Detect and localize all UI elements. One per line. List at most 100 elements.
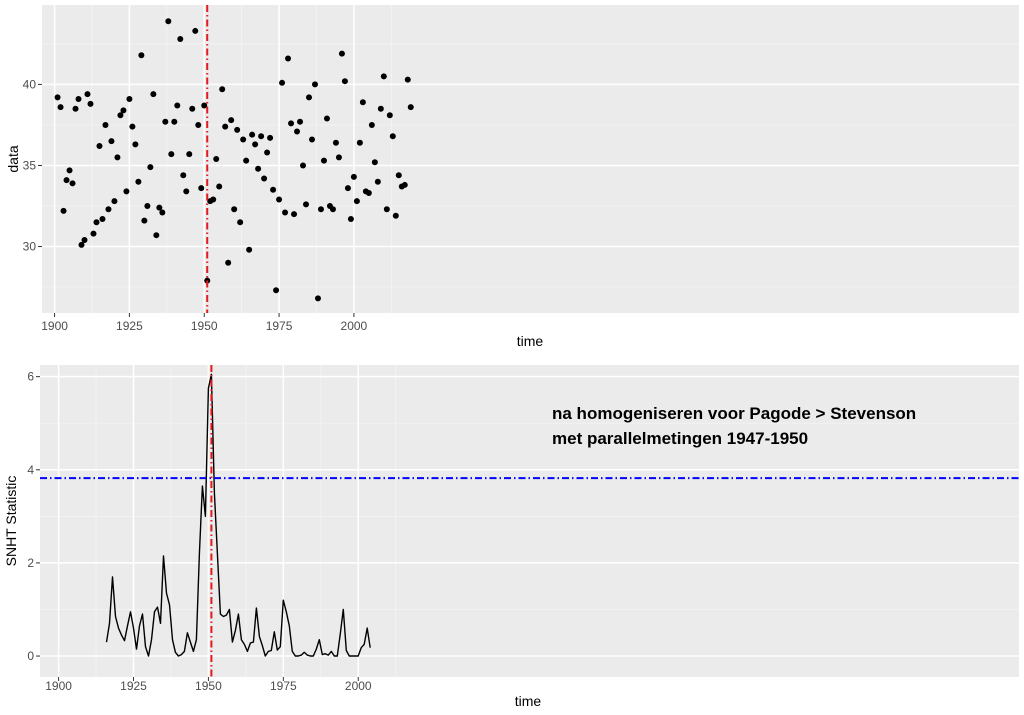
data-point [270,186,277,193]
scatter-points [54,18,414,302]
data-point [57,104,64,111]
y-tick-label: 35 [23,158,37,172]
data-point [111,198,118,205]
data-point [371,159,378,166]
data-point [249,131,256,138]
data-point [332,139,339,146]
data-point [66,167,73,174]
data-point [81,237,88,244]
data-point [189,105,196,112]
data-point [123,188,130,195]
data-point [105,206,112,213]
snht-gridlines [40,365,1019,677]
data-point [377,105,384,112]
data-point [75,96,82,103]
data-point [273,287,280,294]
data-point [198,185,205,192]
data-point [407,104,414,111]
data-point [368,121,375,128]
x-tick-label: 1900 [45,679,72,693]
data-point [264,149,271,156]
data-point [129,123,136,130]
data-point [195,121,202,128]
data-point [117,112,124,119]
data-point [255,165,262,172]
data-point [380,73,387,80]
data-point [153,232,160,239]
x-tick-label: 1950 [195,679,222,693]
data-point [63,177,70,184]
data-point [171,118,178,125]
data-point [323,115,330,122]
data-point [353,198,360,205]
data-point [311,81,318,88]
y-tick-label: 2 [27,556,34,570]
data-point [192,27,199,34]
data-point [365,190,372,197]
data-point [165,18,172,25]
data-point [60,207,67,214]
data-point [261,175,268,182]
snht-x-axis-title: time [515,693,542,709]
data-point [84,91,91,98]
x-tick-label: 2000 [345,679,372,693]
data-point [252,141,259,148]
series-line [105,373,371,657]
data-point [347,215,354,222]
data-point [359,99,366,106]
data-point [69,180,76,187]
y-tick-label: 6 [27,370,34,384]
data-point [138,52,145,59]
scatter-panel: 1900 1925 1950 1975 2000 30 35 40 time data [5,5,1019,349]
data-point [228,117,235,124]
data-point [305,94,312,101]
snht-tick-labels: 1900 1925 1950 1975 2000 0 2 4 6 [27,370,372,693]
snht-line [105,373,371,657]
data-point [93,219,100,226]
data-point [317,206,324,213]
data-point [162,118,169,125]
data-point [383,206,390,213]
scatter-plot-background [42,5,1019,313]
data-point [285,55,292,62]
y-tick-label: 40 [23,77,37,91]
data-point [222,123,229,130]
data-point [314,295,321,302]
data-point [389,133,396,140]
data-point [308,136,315,143]
data-point [108,138,115,145]
data-point [401,181,408,188]
data-point [150,91,157,98]
data-point [120,107,127,114]
scatter-gridlines [42,5,1019,313]
x-tick-label: 1950 [191,319,218,333]
data-point [231,206,238,213]
data-point [114,154,121,161]
scatter-x-axis-title: time [517,333,544,349]
data-point [213,156,220,162]
data-point [404,76,411,83]
snht-plot-background [40,365,1019,677]
data-point [225,259,232,266]
data-point [210,196,217,203]
snht-annotation-line-2: met parallelmetingen 1947-1950 [552,429,808,448]
data-point [267,134,274,141]
snht-y-axis-title: SNHT Statistic [3,476,19,567]
data-point [72,105,79,112]
data-point [303,201,310,208]
data-point [335,154,342,161]
data-point [276,196,283,203]
data-point [87,100,94,107]
data-point [291,211,298,218]
data-point [294,128,301,135]
y-tick-label: 30 [23,240,37,254]
data-point [344,185,351,192]
data-point [258,133,265,140]
data-point [183,188,190,195]
data-point [246,246,253,253]
data-point [54,94,61,101]
data-point [174,102,181,109]
data-point [141,217,148,224]
data-point [99,215,106,222]
data-point [219,86,226,93]
